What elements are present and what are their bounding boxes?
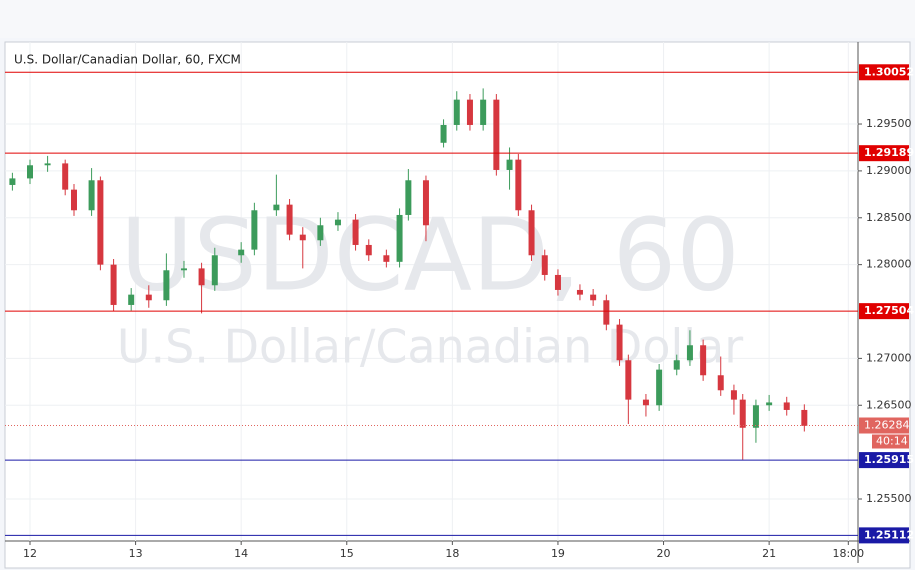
level-label: 1.25915 [864,453,914,466]
candle-body [26,165,33,179]
candle-body [642,399,649,406]
level-label: 1.30052 [864,65,914,78]
candle-body [405,180,412,215]
candle-body [739,399,746,428]
countdown-label: 40:14 [876,435,908,448]
candle-body [730,390,737,400]
candle-body [422,180,429,226]
plot [9,88,808,460]
candle-body [198,268,205,286]
candle-body [163,270,170,301]
candle-body [515,159,522,211]
candle-body [616,324,623,361]
candle-body [334,219,341,226]
candle-body [352,219,359,245]
candle-body [603,300,610,325]
candle-body [541,255,548,275]
x-tick-label: 13 [129,547,143,560]
level-label: 1.25112 [864,528,914,541]
candle-body [440,124,447,143]
y-tick-label: 1.26500 [866,398,912,411]
level-label-box [859,452,909,469]
candle-body [145,294,152,301]
top-bar [0,0,915,38]
candle-body [383,255,390,262]
candle-body [97,180,104,265]
candle-body [576,289,583,295]
candle-body [717,375,724,391]
level-label: 1.27504 [864,304,914,317]
candle-body [128,294,135,305]
countdown-box [872,434,909,449]
candle-body [70,189,77,211]
candle-body [453,99,460,125]
candle-body [493,99,500,170]
y-tick-label: 1.28000 [866,258,912,271]
last-price-box [859,417,909,434]
candle-body [251,210,258,250]
x-tick-label: 12 [23,547,37,560]
chart-title: U.S. Dollar/Canadian Dollar, 60, FXCM [14,53,241,67]
level-label-box [859,303,909,320]
candle-body [299,234,306,241]
y-tick-label: 1.27000 [866,351,912,364]
candle-body [480,99,487,125]
candle-body [783,402,790,410]
candle-body [88,180,95,211]
candle-body [317,225,324,241]
candle-body [766,402,773,406]
y-tick-label: 1.25500 [866,492,912,505]
y-tick-label: 1.29000 [866,164,912,177]
x-tick-label: 18:00 [832,547,864,560]
candle-body [656,369,663,406]
candle-body [9,178,16,185]
candle-body [396,214,403,262]
level-label-box [859,527,909,544]
x-tick-label: 18 [445,547,459,560]
candle-body [110,264,117,305]
candle-body [62,163,69,190]
candle-body [286,204,293,235]
candle-body [238,249,245,256]
candle-body [752,405,759,428]
level-label-box [859,145,909,162]
candle-body [528,210,535,256]
candle-body [211,255,218,286]
level-label-box [859,64,909,81]
candle-body [365,244,372,256]
x-tick-label: 21 [762,547,776,560]
watermark-description: U.S. Dollar/Canadian Dollar [117,320,743,374]
candle-body [686,345,693,361]
chart-panel [4,41,911,569]
x-tick-label: 20 [657,547,671,560]
last-price-label: 1.26284 [864,419,910,432]
candle-body [506,159,513,170]
candle-body [554,274,561,290]
candle-body [273,204,280,211]
watermark-symbol: USDCAD, 60 [120,196,740,313]
level-label: 1.29189 [864,146,914,159]
candle-body [625,360,632,400]
x-tick-label: 14 [234,547,248,560]
candle-body [44,163,51,166]
candle-body [180,268,187,271]
candle-body [673,360,680,370]
candle-body [700,345,707,376]
grid [5,42,858,541]
x-tick-label: 19 [551,547,565,560]
candle-body [466,99,473,125]
candle-body [801,409,808,426]
candle-body [590,294,597,301]
x-tick-label: 15 [340,547,354,560]
y-tick-label: 1.29500 [866,117,912,130]
y-tick-label: 1.28500 [866,211,912,224]
